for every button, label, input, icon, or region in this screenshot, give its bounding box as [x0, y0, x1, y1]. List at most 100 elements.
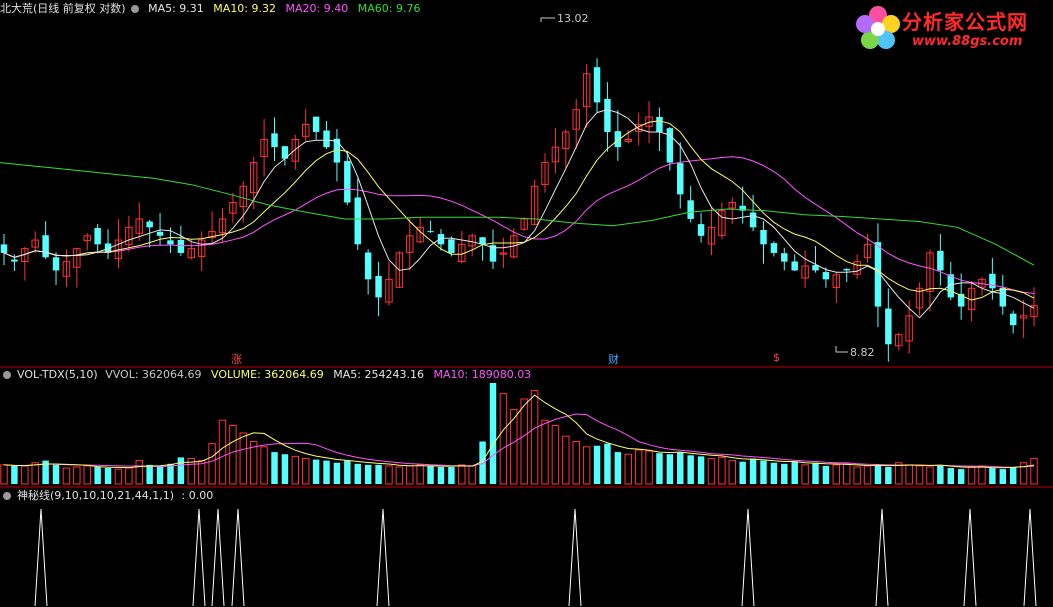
volume-bar-up: [895, 462, 903, 485]
settings-dot-icon[interactable]: [130, 5, 139, 13]
candle-body-up: [895, 334, 903, 347]
candle-body-down: [375, 275, 382, 298]
volume-bar-up: [634, 449, 643, 485]
candle-body-down: [364, 252, 372, 280]
candle-body-up: [187, 248, 195, 259]
volume-pane: [0, 383, 1038, 485]
volume-bar-down: [812, 462, 819, 484]
volume-bar-up: [728, 460, 737, 485]
volume-bar-down: [697, 456, 705, 484]
candle-body-up: [229, 201, 237, 214]
volume-bar-up: [562, 435, 570, 485]
candle-body-down: [947, 274, 954, 298]
marker-cai: 财: [608, 353, 619, 366]
settings-dot-icon[interactable]: [3, 371, 11, 379]
volume-bar-down: [999, 469, 1007, 484]
candle-body-down: [11, 259, 18, 262]
candle-body-down: [604, 98, 611, 132]
volume-bar-down: [822, 465, 830, 484]
volume-bar-down: [146, 464, 153, 484]
candle-body-down: [354, 197, 361, 245]
candle-body-down: [323, 130, 330, 148]
candle-body-up: [718, 210, 726, 236]
candle-body-up: [707, 226, 716, 245]
volume-bar-up: [624, 453, 632, 485]
volume-bar-down: [957, 469, 965, 484]
volume-bar-up: [135, 460, 143, 485]
volume-bar-up: [718, 456, 726, 485]
volume-bar-down: [323, 460, 330, 484]
candle-body-down: [760, 230, 767, 245]
volume-bar-down: [364, 464, 372, 484]
candle-body-up: [135, 218, 143, 234]
volume-bar-up: [645, 450, 653, 485]
volume-bar-up: [707, 457, 716, 485]
vol-title: VOL-TDX(5,10): [17, 368, 98, 381]
candle-body-down: [739, 205, 746, 211]
volume-ma5-line: [3, 394, 1035, 469]
candle-body-up: [499, 252, 508, 255]
volume-bar-up: [843, 463, 851, 485]
signal-spike: [875, 508, 889, 607]
vol-ma10-label: MA10: 189080.03: [433, 368, 532, 381]
candle-body-up: [801, 265, 809, 279]
candle-body-up: [832, 274, 841, 288]
stock-title: 北大荒(日线 前复权 对数): [0, 2, 126, 15]
volume-bar-down: [312, 459, 320, 484]
volume-bar-up: [197, 460, 206, 485]
volume-bar-up: [915, 465, 924, 485]
volume-bar-down: [739, 461, 746, 484]
marker-dollar: $: [773, 351, 780, 364]
volume-bar-up: [406, 465, 414, 485]
candle-body-up: [197, 239, 206, 257]
low-price-label: 8.82: [850, 346, 875, 359]
volume-bar-down: [156, 465, 164, 484]
candle-body-down: [146, 221, 153, 228]
volume-bar-up: [260, 446, 268, 485]
volume-bar-down: [437, 466, 445, 484]
volume-bar-up: [551, 425, 560, 485]
candle-body-up: [31, 239, 39, 248]
volume-bar-down: [791, 461, 798, 484]
candle-body-up: [853, 261, 861, 275]
candle-body-down: [843, 268, 850, 271]
volume-bar-up: [229, 425, 237, 485]
volume-bar-down: [448, 466, 455, 484]
volume-bar-down: [354, 463, 361, 484]
signal-value: : 0.00: [181, 489, 214, 502]
vol-ma5-label: MA5: 254243.16: [333, 368, 424, 381]
volume-bar-up: [832, 464, 841, 485]
settings-dot-icon[interactable]: [3, 492, 11, 500]
volume-bar-down: [11, 465, 18, 484]
candle-body-up: [541, 162, 549, 186]
candle-body-up: [624, 139, 632, 142]
ma60-line: [0, 162, 1035, 266]
candle-body-up: [125, 226, 133, 246]
candle-body-up: [634, 123, 643, 132]
volume-bar-up: [905, 464, 913, 485]
candle-body-up: [926, 252, 934, 292]
signal-spike: [1023, 508, 1037, 607]
candle-body-down: [874, 242, 882, 307]
main-header: 北大荒(日线 前复权 对数) MA5: 9.31 MA10: 9.32 MA20…: [0, 1, 426, 17]
ma5-line: [3, 109, 1035, 319]
candle-body-down: [177, 239, 185, 253]
volume-bar-up: [541, 419, 549, 485]
volume-bar-up: [83, 465, 91, 485]
candle-body-down: [957, 293, 965, 307]
volume-bar-down: [604, 443, 611, 484]
candle-body-down: [448, 239, 455, 253]
volume-bar-down: [177, 457, 185, 484]
volume-bar-up: [978, 465, 986, 485]
candle-body-up: [291, 139, 300, 162]
candle-body-down: [156, 231, 164, 236]
volume-bar-up: [572, 440, 580, 485]
candle-body-down: [781, 253, 788, 262]
volume-bar-up: [510, 409, 518, 485]
ma5-label: MA5: 9.31: [148, 2, 204, 15]
candle-body-up: [62, 261, 71, 277]
volume-bar-up: [967, 466, 976, 485]
candle-body-up: [551, 146, 560, 163]
candle-body-down: [697, 224, 705, 236]
volume-bar-up: [520, 398, 528, 485]
